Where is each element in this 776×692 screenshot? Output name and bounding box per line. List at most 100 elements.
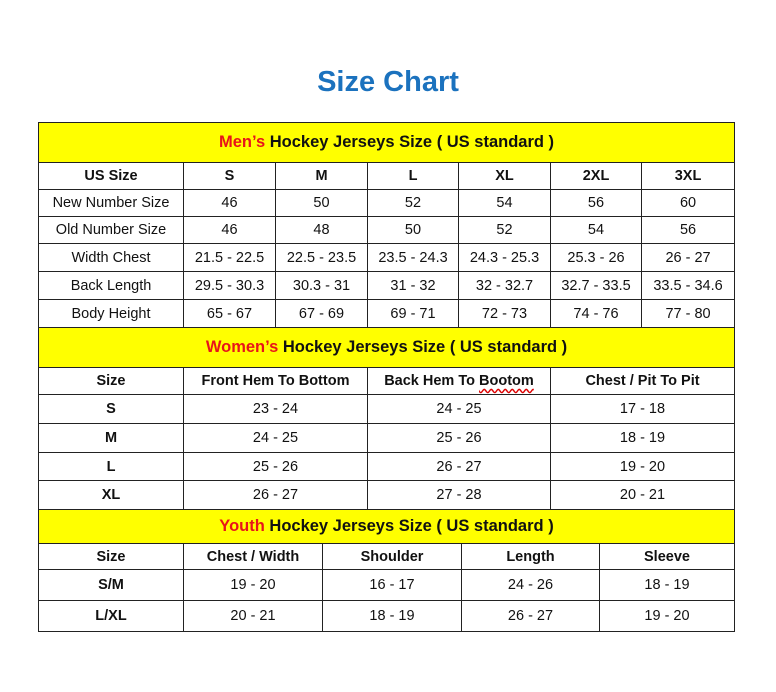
table-cell: 52: [367, 189, 459, 217]
table-cell: 24.3 - 25.3: [458, 243, 551, 272]
misspelled-word: Bootom: [479, 373, 534, 389]
table-cell: 32 - 32.7: [458, 271, 551, 300]
table-cell: 18 - 19: [322, 600, 462, 632]
table-cell: 33.5 - 34.6: [640, 271, 736, 300]
table-cell: S: [38, 394, 184, 424]
table-cell: 17 - 18: [549, 394, 736, 424]
table-cell: 50: [275, 189, 368, 217]
table-row: M 24 - 25 25 - 26 18 - 19: [38, 423, 736, 453]
table-cell: L/XL: [38, 600, 184, 632]
table-cell: 69 - 71: [367, 299, 459, 328]
table-row: XL 26 - 27 27 - 28 20 - 21: [38, 480, 736, 510]
table-cell: 31 - 32: [367, 271, 459, 300]
table-cell: 32.7 - 33.5: [550, 271, 642, 300]
table-cell: 16 - 17: [322, 569, 462, 601]
header-cell: Chest / Pit To Pit: [549, 367, 736, 395]
table-row: Old Number Size 46 48 50 52 54 56: [38, 216, 736, 244]
mens-banner: Men’s Hockey Jerseys Size ( US standard …: [37, 122, 736, 163]
table-cell: 67 - 69: [275, 299, 368, 328]
table-cell: 72 - 73: [458, 299, 551, 328]
table-row: Width Chest 21.5 - 22.5 22.5 - 23.5 23.5 - …: [38, 243, 736, 272]
header-text: Back Hem To: [384, 373, 480, 389]
header-cell: S: [183, 162, 276, 190]
table-cell: 19 - 20: [549, 452, 736, 481]
table-cell: 24 - 26: [461, 569, 600, 601]
table-cell: Back Length: [38, 271, 184, 300]
table-cell: Width Chest: [38, 243, 184, 272]
banner-highlight: Women’s: [205, 338, 279, 356]
womens-banner: Women’s Hockey Jerseys Size ( US standar…: [37, 327, 736, 368]
table-cell: 48: [275, 216, 368, 244]
header-cell: Length: [461, 543, 600, 570]
table-cell: 18 - 19: [598, 569, 736, 601]
header-cell: Size: [38, 543, 184, 570]
table-cell: 56: [550, 189, 642, 217]
header-cell: US Size: [38, 162, 184, 190]
table-cell: 26 - 27: [461, 600, 600, 632]
table-cell: S/M: [38, 569, 184, 601]
table-row: Body Height 65 - 67 67 - 69 69 - 71 72 - 73 7…: [38, 299, 736, 328]
table-cell: 20 - 21: [183, 600, 323, 632]
table-cell: 65 - 67: [183, 299, 276, 328]
table-cell: 24 - 25: [367, 394, 551, 424]
banner-text: Hockey Jerseys Size ( US standard ): [264, 517, 554, 535]
table-row: L/XL 20 - 21 18 - 19 26 - 27 19 - 20: [38, 600, 736, 632]
header-row: Size Chest / Width Shoulder Length Sleeve: [38, 543, 736, 570]
table-cell: New Number Size: [38, 189, 184, 217]
table-cell: 22.5 - 23.5: [275, 243, 368, 272]
header-cell: M: [275, 162, 368, 190]
banner-highlight: Youth: [219, 517, 265, 535]
table-cell: 25 - 26: [183, 452, 368, 481]
page-title: Size Chart: [317, 66, 459, 98]
table-cell: 27 - 28: [367, 480, 551, 510]
table-cell: 19 - 20: [183, 569, 323, 601]
table-cell: 74 - 76: [550, 299, 642, 328]
table-cell: 26 - 27: [183, 480, 368, 510]
header-cell: Size: [38, 367, 184, 395]
header-cell: XL: [458, 162, 551, 190]
table-cell: XL: [38, 480, 184, 510]
table-cell: 52: [458, 216, 551, 244]
youth-banner: Youth Hockey Jerseys Size ( US standard …: [37, 509, 736, 544]
table-cell: 20 - 21: [549, 480, 736, 510]
table-cell: 26 - 27: [640, 243, 736, 272]
header-cell: 3XL: [640, 162, 736, 190]
table-cell: 54: [550, 216, 642, 244]
table-cell: L: [38, 452, 184, 481]
mens-size-table: Men’s Hockey Jerseys Size ( US standard …: [37, 122, 736, 328]
table-cell: 25 - 26: [367, 423, 551, 453]
table-cell: 54: [458, 189, 551, 217]
table-cell: 77 - 80: [640, 299, 736, 328]
table-row: L 25 - 26 26 - 27 19 - 20: [38, 452, 736, 481]
table-cell: Old Number Size: [38, 216, 184, 244]
banner-text: Hockey Jerseys Size ( US standard ): [265, 133, 555, 151]
table-row: S/M 19 - 20 16 - 17 24 - 26 18 - 19: [38, 569, 736, 601]
table-cell: 18 - 19: [549, 423, 736, 453]
table-cell: 23 - 24: [183, 394, 368, 424]
table-cell: 23.5 - 24.3: [367, 243, 459, 272]
table-row: Back Length 29.5 - 30.3 30.3 - 31 31 - 32 32…: [38, 271, 736, 300]
header-cell: Front Hem To Bottom: [183, 367, 368, 395]
table-cell: 25.3 - 26: [550, 243, 642, 272]
table-cell: 21.5 - 22.5: [183, 243, 276, 272]
table-cell: 26 - 27: [367, 452, 551, 481]
table-cell: 19 - 20: [598, 600, 736, 632]
header-cell: Back Hem To Bootom: [367, 367, 551, 395]
youth-size-table: Youth Hockey Jerseys Size ( US standard …: [37, 509, 736, 632]
header-cell: Shoulder: [322, 543, 462, 570]
table-cell: 30.3 - 31: [275, 271, 368, 300]
table-cell: 46: [183, 189, 276, 217]
table-cell: Body Height: [38, 299, 184, 328]
header-cell: Sleeve: [598, 543, 736, 570]
header-cell: Chest / Width: [183, 543, 323, 570]
table-cell: 50: [367, 216, 459, 244]
table-row: New Number Size 46 50 52 54 56 60: [38, 189, 736, 217]
womens-size-table: Women’s Hockey Jerseys Size ( US standar…: [37, 327, 736, 510]
header-cell: L: [367, 162, 459, 190]
table-cell: M: [38, 423, 184, 453]
banner-text: Hockey Jerseys Size ( US standard ): [278, 338, 568, 356]
table-cell: 24 - 25: [183, 423, 368, 453]
header-cell: 2XL: [550, 162, 642, 190]
table-cell: 56: [640, 216, 736, 244]
table-cell: 46: [183, 216, 276, 244]
